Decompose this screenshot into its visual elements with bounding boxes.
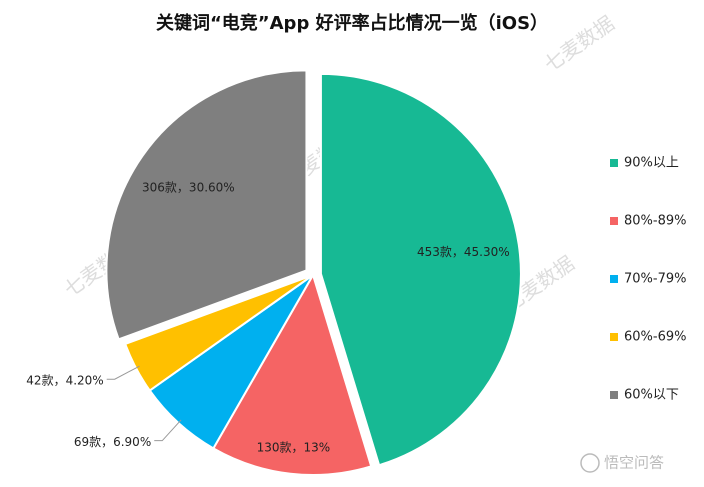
leader-line — [106, 365, 140, 380]
legend-swatch — [610, 275, 618, 283]
legend-swatch — [610, 391, 618, 399]
credit-icon — [580, 453, 600, 473]
data-label: 130款，13% — [257, 440, 331, 454]
chart-title: 关键词“电竞”App 好评率占比情况一览（iOS） — [156, 12, 548, 34]
legend-label: 60%-69% — [624, 330, 686, 345]
pie-slice — [105, 69, 308, 341]
data-label: 42款，4.20% — [26, 374, 103, 388]
data-label: 306款，30.60% — [142, 180, 235, 194]
legend-label: 80%-89% — [624, 214, 686, 229]
legend-swatch — [610, 217, 618, 225]
data-label: 69款，6.90% — [74, 435, 151, 449]
legend-label: 60%以下 — [624, 388, 679, 403]
leader-line — [154, 419, 182, 442]
legend: 90%以上 80%-89% 70%-79% 60%-69% 60%以下 — [610, 156, 686, 403]
legend-label: 90%以上 — [624, 156, 679, 171]
credit: 悟空问答 — [580, 453, 664, 473]
legend-swatch — [610, 159, 618, 167]
legend-swatch — [610, 333, 618, 341]
pie: 453款，45.30% 130款，13% 69款，6.90% 42款，4.20% 306… — [26, 69, 522, 476]
credit-text: 悟空问答 — [604, 454, 664, 472]
data-label: 453款，45.30% — [417, 245, 510, 259]
pie-slice — [211, 272, 373, 476]
legend-label: 70%-79% — [624, 272, 686, 287]
pie-slice — [319, 72, 522, 467]
